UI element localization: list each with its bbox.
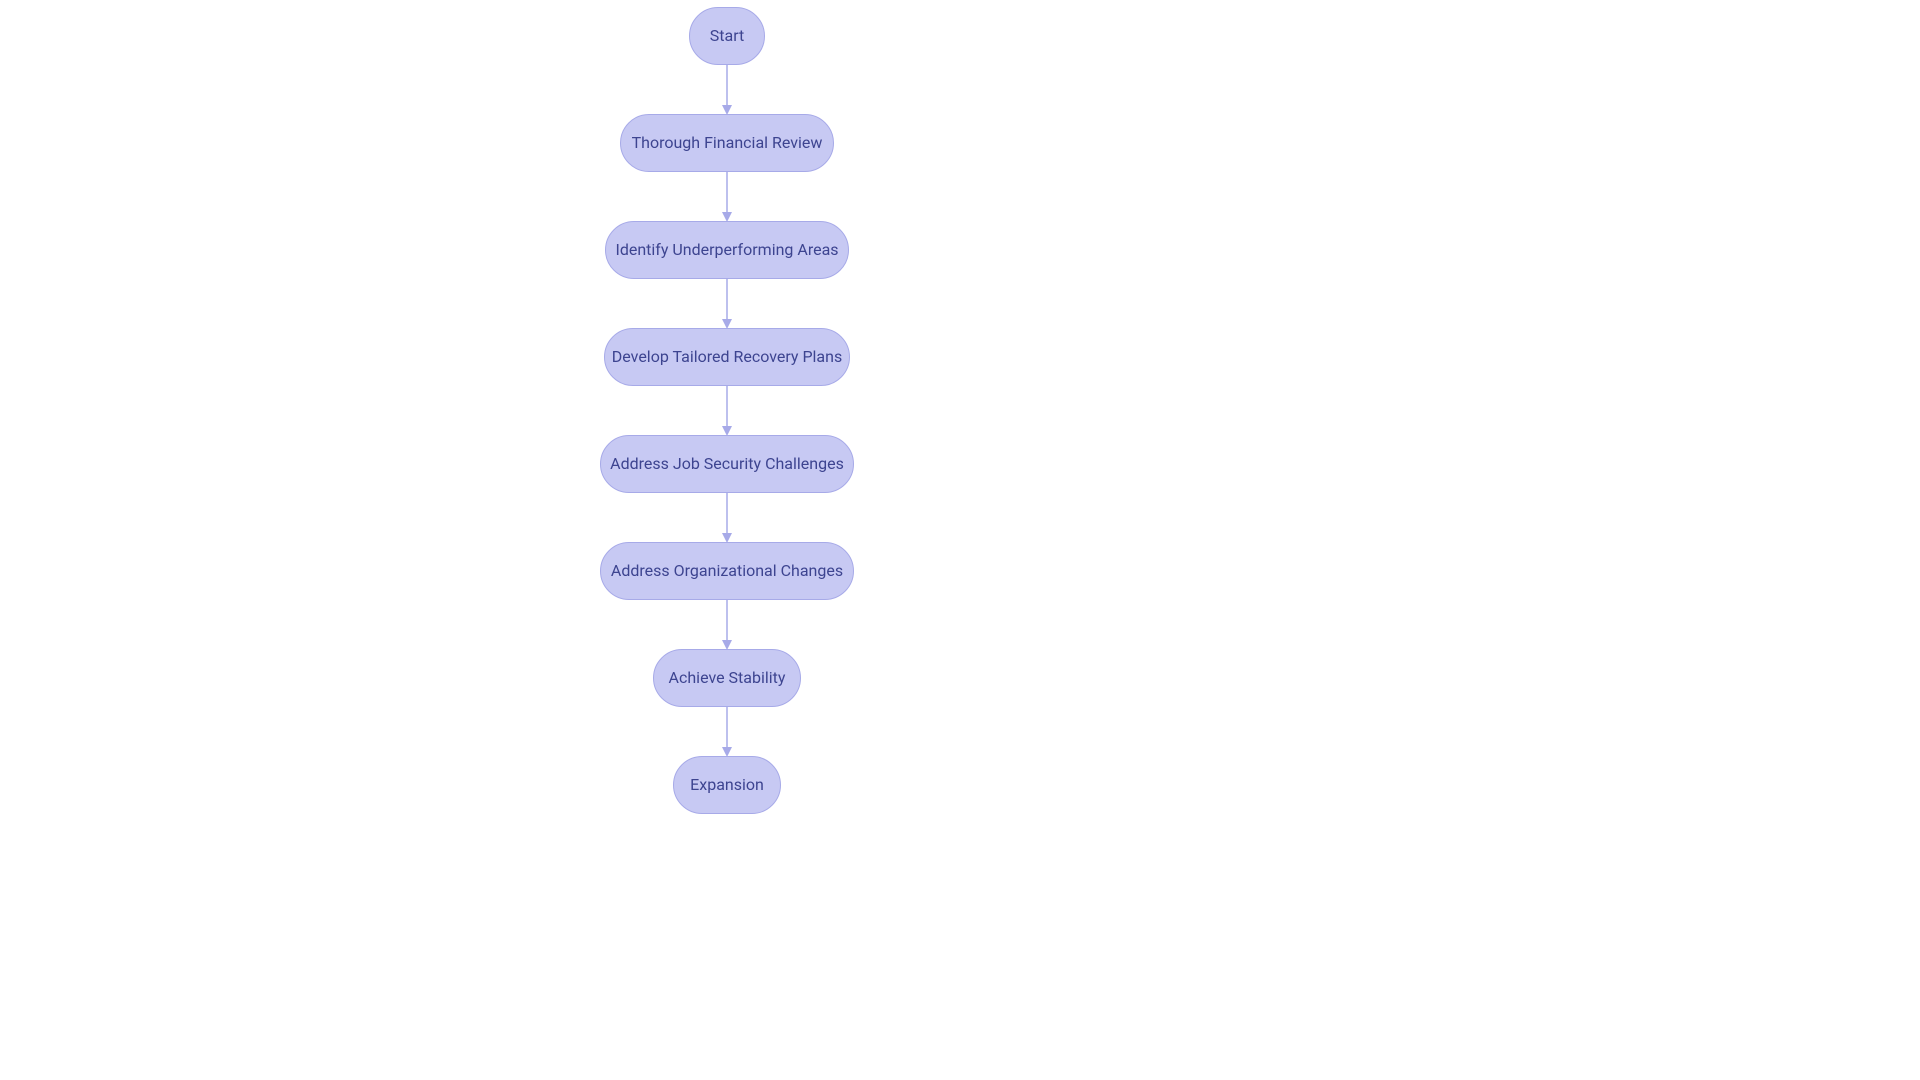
edges-layer [0, 0, 1920, 1080]
flowchart-node-label: Thorough Financial Review [632, 133, 823, 152]
flowchart-node-label: Address Organizational Changes [611, 561, 843, 580]
flowchart-node-label: Start [710, 26, 744, 45]
flowchart-node: Achieve Stability [653, 649, 801, 707]
flowchart-node: Identify Underperforming Areas [605, 221, 849, 279]
flowchart-node: Start [689, 7, 765, 65]
flowchart-node-label: Identify Underperforming Areas [615, 240, 838, 259]
flowchart-node: Expansion [673, 756, 781, 814]
flowchart-canvas: Start Thorough Financial Review Identify U… [0, 0, 1920, 1080]
flowchart-node: Thorough Financial Review [620, 114, 834, 172]
flowchart-node: Address Job Security Challenges [600, 435, 854, 493]
flowchart-node-label: Expansion [690, 775, 764, 794]
flowchart-node: Develop Tailored Recovery Plans [604, 328, 850, 386]
flowchart-node: Address Organizational Changes [600, 542, 854, 600]
flowchart-node-label: Achieve Stability [669, 668, 786, 687]
flowchart-node-label: Develop Tailored Recovery Plans [612, 347, 842, 366]
flowchart-node-label: Address Job Security Challenges [610, 454, 844, 473]
